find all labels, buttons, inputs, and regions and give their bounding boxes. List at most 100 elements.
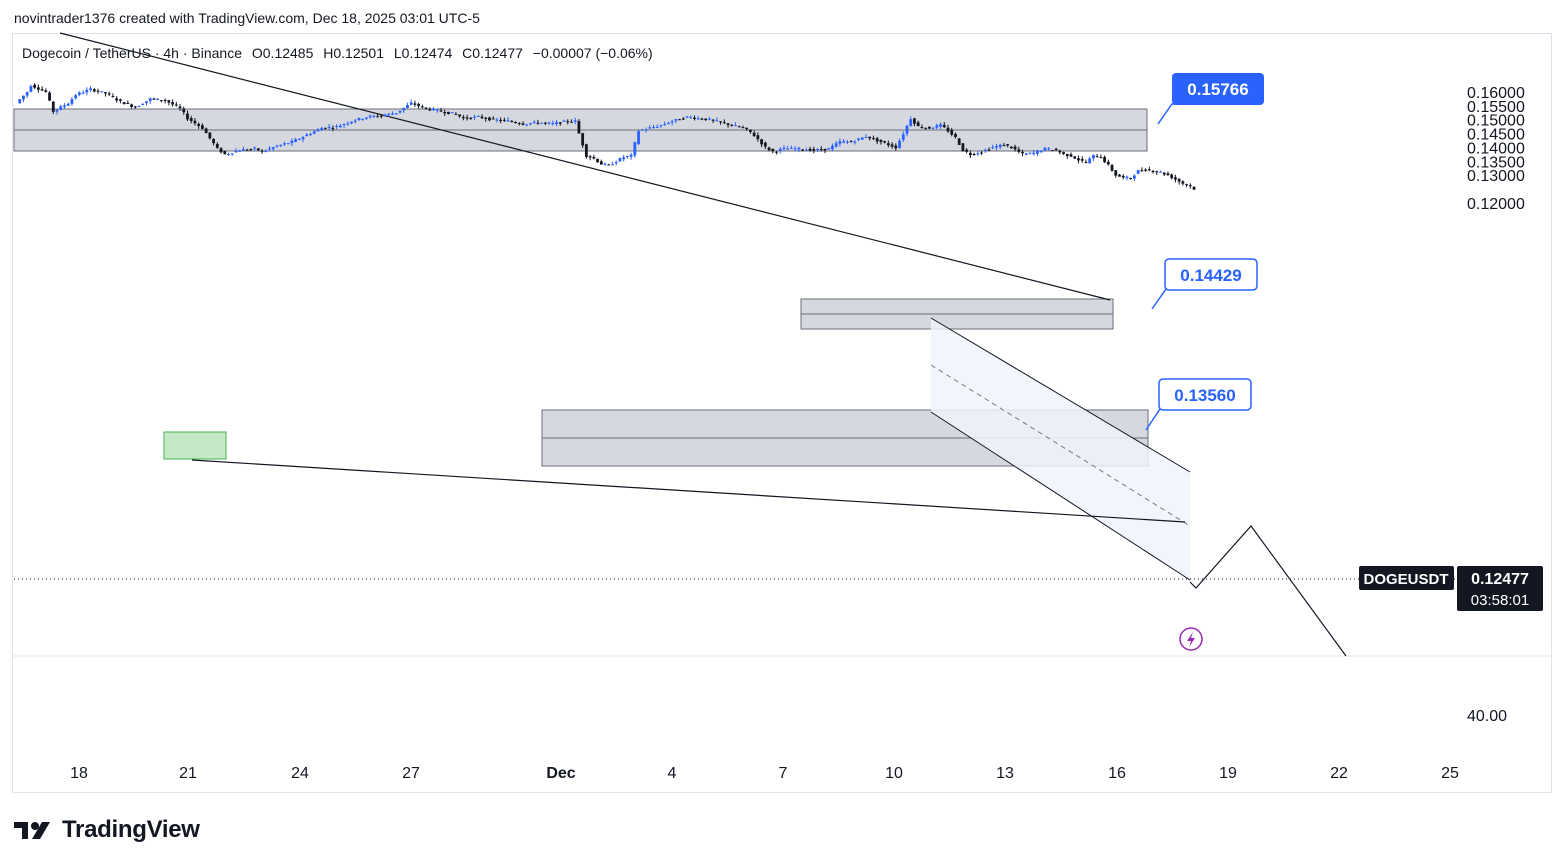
candle-body-136[interactable] <box>521 123 525 125</box>
candle-body-89[interactable] <box>346 123 350 125</box>
candle-body-121[interactable] <box>465 117 469 119</box>
candle-body-311[interactable] <box>1174 177 1177 180</box>
candle-body-204[interactable] <box>775 151 778 153</box>
candle-body-243[interactable] <box>920 127 924 129</box>
candle-body-169[interactable] <box>644 129 648 131</box>
candle-body-175[interactable] <box>667 123 670 125</box>
candle-body-217[interactable] <box>823 148 827 151</box>
candle-body-133[interactable] <box>510 121 514 123</box>
candle-body-70[interactable] <box>275 145 279 147</box>
candle-body-38[interactable] <box>156 98 160 100</box>
candle-body-110[interactable] <box>424 107 428 109</box>
candle-body-225[interactable] <box>853 141 857 143</box>
candle-body-314[interactable] <box>1185 184 1188 186</box>
legend-symbol[interactable]: Dogecoin / TetherUS · 4h · Binance <box>22 45 242 61</box>
candle-body-14[interactable] <box>66 103 70 106</box>
candle-body-316[interactable] <box>1192 186 1196 190</box>
candle-body-268[interactable] <box>1013 146 1017 150</box>
candle-body-141[interactable] <box>540 122 544 124</box>
candle-body-271[interactable] <box>1024 153 1028 155</box>
candle-body-104[interactable] <box>402 107 406 111</box>
candle-body-173[interactable] <box>659 125 663 127</box>
candle-body-256[interactable] <box>968 152 972 156</box>
candle-body-291[interactable] <box>1099 157 1103 159</box>
candle-body-215[interactable] <box>816 148 819 151</box>
candle-body-261[interactable] <box>987 149 991 151</box>
candle-body-241[interactable] <box>913 118 916 124</box>
candle-body-285[interactable] <box>1077 158 1080 161</box>
candle-body-198[interactable] <box>752 132 756 137</box>
candle-body-266[interactable] <box>1006 144 1010 146</box>
candle-body-303[interactable] <box>1144 169 1147 171</box>
candle-body-272[interactable] <box>1028 152 1032 154</box>
candle-body-299[interactable] <box>1129 177 1133 179</box>
candle-body-49[interactable] <box>197 123 201 126</box>
candle-body-10[interactable] <box>51 101 55 112</box>
upper-trendline[interactable] <box>59 32 1111 301</box>
candle-body-220[interactable] <box>834 143 838 147</box>
candle-body-63[interactable] <box>249 149 253 151</box>
candle-body-17[interactable] <box>77 92 81 95</box>
candle-body-193[interactable] <box>734 125 737 127</box>
candle-body-73[interactable] <box>286 143 290 145</box>
candle-body-205[interactable] <box>778 148 782 151</box>
candle-body-59[interactable] <box>234 151 238 153</box>
candle-body-239[interactable] <box>905 125 909 134</box>
candle-body-56[interactable] <box>223 150 227 155</box>
candle-body-308[interactable] <box>1162 172 1166 175</box>
callout-0.13560[interactable]: 0.13560 <box>1158 378 1252 411</box>
candle-body-91[interactable] <box>353 120 357 122</box>
candle-body-185[interactable] <box>704 118 708 121</box>
candle-body-29[interactable] <box>122 102 126 105</box>
candle-body-2[interactable] <box>22 95 25 100</box>
candle-body-287[interactable] <box>1084 162 1088 164</box>
channel-upper-line[interactable] <box>930 317 1191 473</box>
candle-body-68[interactable] <box>268 148 271 150</box>
candle-body-116[interactable] <box>447 111 450 115</box>
candle-body-167[interactable] <box>637 131 640 145</box>
candle-body-254[interactable] <box>961 143 965 152</box>
candle-body-111[interactable] <box>428 108 432 111</box>
candle-body-40[interactable] <box>163 100 167 102</box>
candle-body-288[interactable] <box>1088 158 1092 164</box>
candle-body-16[interactable] <box>74 95 78 99</box>
candle-body-191[interactable] <box>726 123 730 126</box>
candle-body-35[interactable] <box>145 101 148 104</box>
candle-body-249[interactable] <box>942 124 946 128</box>
candle-body-235[interactable] <box>890 144 894 147</box>
candle-body-244[interactable] <box>924 127 928 129</box>
candle-body-212[interactable] <box>804 149 808 151</box>
projection-path[interactable] <box>1189 525 1347 657</box>
candle-body-55[interactable] <box>219 148 223 153</box>
candle-body-102[interactable] <box>394 113 398 115</box>
candle-body-114[interactable] <box>439 110 443 112</box>
candle-body-231[interactable] <box>875 138 879 142</box>
candle-body-122[interactable] <box>469 117 473 119</box>
candle-body-20[interactable] <box>89 88 92 90</box>
candle-body-252[interactable] <box>954 133 957 138</box>
candle-body-209[interactable] <box>793 148 797 150</box>
candle-body-46[interactable] <box>186 113 189 120</box>
candle-body-279[interactable] <box>1054 148 1058 151</box>
candle-body-300[interactable] <box>1133 175 1136 179</box>
candle-body-75[interactable] <box>294 139 297 142</box>
candle-body-192[interactable] <box>730 124 734 126</box>
candle-body-132[interactable] <box>506 120 510 122</box>
candle-body-201[interactable] <box>763 142 767 147</box>
candle-body-1[interactable] <box>18 99 22 104</box>
lightning-icon[interactable] <box>1179 627 1203 651</box>
candle-body-253[interactable] <box>957 138 961 145</box>
candle-body-8[interactable] <box>44 90 48 92</box>
candle-body-61[interactable] <box>242 149 245 151</box>
candle-body-105[interactable] <box>406 105 409 109</box>
candle-body-34[interactable] <box>141 104 145 106</box>
candle-body-278[interactable] <box>1050 150 1054 152</box>
candle-body-57[interactable] <box>227 153 230 155</box>
candle-body-85[interactable] <box>331 127 335 129</box>
candle-body-302[interactable] <box>1140 170 1144 172</box>
candle-body-148[interactable] <box>566 121 570 123</box>
candle-body-158[interactable] <box>603 163 607 165</box>
candle-body-92[interactable] <box>357 117 361 120</box>
candle-body-76[interactable] <box>297 138 301 140</box>
